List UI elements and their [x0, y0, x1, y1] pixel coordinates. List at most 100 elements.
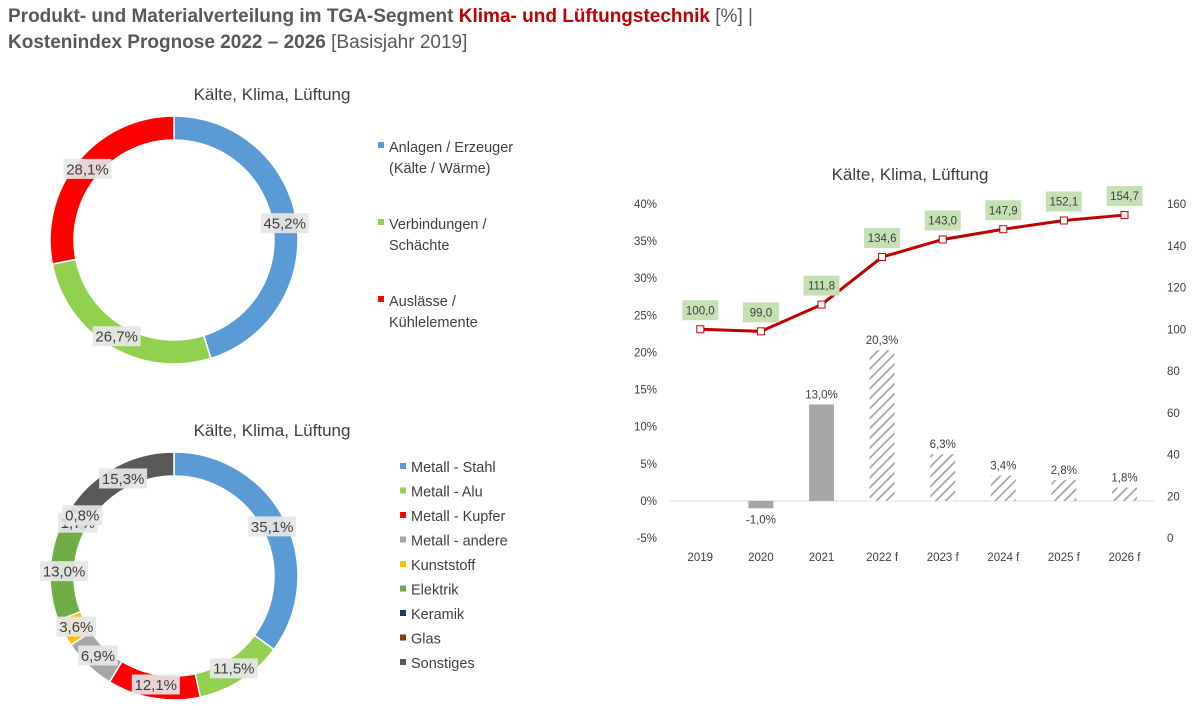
donut2-label-1-bg: [209, 658, 258, 679]
donut1-legend-swatch-2: [378, 296, 384, 302]
combo-x-tick-5: 2024 f: [987, 552, 1020, 564]
donut2-label-5: 13,0%: [43, 564, 86, 581]
donut2-legend-label-8: Sonstiges: [411, 656, 475, 672]
combo-bar-7: [1112, 487, 1137, 501]
combo-left-tick-5: 20%: [634, 347, 657, 359]
combo-point-label-6: 152,1: [1050, 196, 1079, 208]
donut1-legend-sublabel-2: Kühlelemente: [389, 315, 478, 331]
combo-right-tick-3: 60: [1167, 408, 1180, 420]
donut1-legend-swatch-0: [378, 142, 384, 148]
header-title-highlight: Klima- und Lüftungstechnik: [458, 6, 710, 27]
donut1-slice-2: [49, 115, 175, 265]
combo-bar-label-4: 6,3%: [930, 439, 956, 451]
donut-chart-material-distribution: Kälte, Klima, Lüftung 35,1% 11,5% 12,1% 6,9…: [40, 421, 508, 701]
donut1-legend-label-0: Anlagen / Erzeuger: [389, 140, 513, 156]
combo-bar-label-5: 3,4%: [990, 461, 1016, 473]
combo-point-label-bg-7: [1106, 186, 1143, 207]
combo-bar-label-1: -1,0%: [746, 514, 776, 526]
header-base-year: [Basisjahr 2019]: [331, 32, 468, 53]
donut2-legend-swatch-7: [400, 634, 406, 641]
combo-point-label-4: 143,0: [928, 215, 957, 227]
donut2-legend-swatch-5: [400, 585, 406, 592]
donut1-legend-sublabel-1: Schächte: [389, 238, 449, 254]
donut2-label-8-bg: [99, 468, 148, 489]
combo-point-label-bg-0: [682, 300, 719, 321]
donut2-data-labels: 35,1%11,5%12,1%6,9%3,6%13,0%1,7%0,8%15,3…: [40, 468, 297, 695]
combo-bar-5: [990, 475, 1016, 501]
donut1-label-1: 26,7%: [95, 329, 138, 346]
combo-point-6: [1059, 216, 1068, 225]
donut1-label-0-bg: [260, 213, 309, 234]
combo-point-label-bg-3: [864, 228, 901, 249]
header-title-1: Produkt- und Materialverteilung im TGA-S…: [8, 6, 459, 27]
donut2-legend-label-2: Metall - Kupfer: [411, 509, 505, 525]
header-line-2: Kostenindex Prognose 2022 – 2026 [Basisj…: [8, 30, 753, 56]
combo-x-tick-4: 2023 f: [927, 552, 960, 564]
combo-left-tick-9: 40%: [634, 199, 657, 211]
donut-chart-product-distribution: Kälte, Klima, Lüftung 45,2% 26,7% 28,1% An…: [49, 85, 513, 365]
combo-bar-4: [930, 454, 956, 501]
combo-point-2: [817, 300, 826, 309]
header-line-1: Produkt- und Materialverteilung im TGA-S…: [8, 4, 753, 30]
combo-x-tick-2: 2021: [809, 552, 835, 564]
donut2-legend-swatch-6: [400, 610, 406, 616]
donut2-label-8: 15,3%: [102, 471, 145, 488]
combo-bar-label-2: 13,0%: [805, 389, 838, 401]
donut2-legend: Metall - Stahl Metall - Alu Metall - Kupfe…: [400, 460, 508, 672]
donut1-legend-label-2: Auslässe /: [389, 294, 457, 310]
combo-right-tick-6: 120: [1167, 283, 1186, 295]
donut2-legend-swatch-1: [400, 487, 406, 494]
combo-bar-6: [1051, 480, 1077, 501]
combo-point-label-bg-4: [924, 210, 961, 231]
combo-axes: -5% 0% 5% 10% 15% 20% 25% 30% 35% 40% 0 20 40 60 80 100…: [634, 199, 1186, 564]
donut2-label-3: 6,9%: [81, 648, 115, 665]
combo-right-tick-0: 0: [1167, 533, 1173, 545]
combo-right-tick-8: 160: [1167, 199, 1186, 211]
combo-point-label-0: 100,0: [686, 305, 715, 317]
combo-point-label-3: 134,6: [868, 233, 897, 245]
combo-point-0: [696, 325, 705, 334]
combo-point-3: [878, 253, 887, 262]
combo-index-polyline: [700, 213, 1125, 333]
donut2-legend-label-0: Metall - Stahl: [411, 460, 496, 476]
combo-right-tick-2: 40: [1167, 450, 1180, 462]
donut2-legend-label-7: Glas: [411, 632, 441, 648]
combo-point-label-bg-2: [803, 275, 840, 296]
donut2-label-4-bg: [56, 616, 97, 637]
donut2-legend-label-3: Metall - andere: [411, 534, 508, 550]
combo-bar-3: [869, 350, 895, 501]
header-title-2: Kostenindex Prognose 2022 – 2026: [8, 32, 332, 53]
donut2-label-3-bg: [78, 645, 118, 666]
donut2-legend-label-1: Metall - Alu: [411, 485, 483, 501]
donut2-legend-swatch-3: [400, 536, 406, 543]
donut2-label-4: 3,6%: [59, 619, 93, 636]
combo-x-tick-0: 2019: [688, 552, 714, 564]
donut2-legend-label-5: Elektrik: [411, 583, 459, 599]
combo-point-label-7: 154,7: [1110, 191, 1139, 203]
combo-right-tick-5: 100: [1167, 324, 1186, 336]
combo-left-tick-7: 30%: [634, 273, 657, 285]
donut1-label-2-bg: [63, 158, 112, 179]
combo-x-tick-7: 2026 f: [1109, 552, 1142, 564]
donut1-slice-1: [51, 258, 212, 365]
combo-point-1: [756, 327, 765, 336]
combo-index-line: 100,0 99,0 111,8 134,6 143,0 147,9 152,1 154,7: [682, 186, 1143, 336]
donut1-legend-swatch-1: [378, 219, 384, 225]
cost-index-combo-chart: Kälte, Klima, Lüftung -5% 0% 5% 10% 15% 20% 25…: [634, 165, 1186, 564]
donut2-label-5-bg: [40, 561, 89, 582]
combo-x-tick-1: 2020: [748, 552, 774, 564]
combo-bar-1: [748, 500, 774, 509]
combo-point-label-2: 111,8: [808, 281, 835, 293]
donut2-legend-swatch-8: [400, 659, 406, 665]
combo-left-tick-0: -5%: [637, 533, 657, 545]
donut2-label-0-bg: [248, 516, 297, 537]
donut1-title: Kälte, Klima, Lüftung: [194, 85, 351, 104]
combo-left-tick-6: 25%: [634, 310, 657, 322]
donut2-label-7-bg: [62, 505, 103, 526]
combo-left-tick-3: 10%: [634, 422, 657, 434]
combo-bar-label-6: 2,8%: [1051, 465, 1077, 477]
donut1-legend: Anlagen / Erzeuger (Kälte / Wärme) Verbind…: [378, 140, 513, 331]
donut1-slice-0: [173, 115, 299, 360]
donut2-slice-0: [173, 451, 299, 651]
